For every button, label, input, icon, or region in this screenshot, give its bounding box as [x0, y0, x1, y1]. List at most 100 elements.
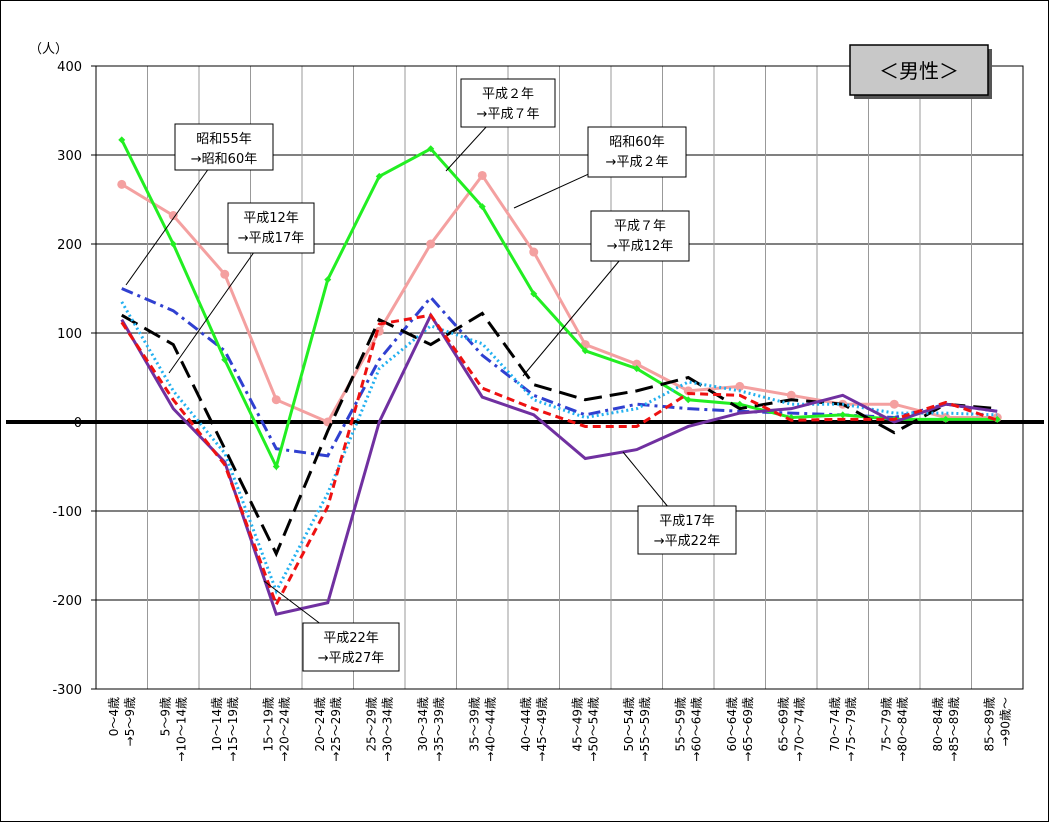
series-callout: 平成17年 →平成22年 [622, 451, 737, 555]
x-tick-label: 5～9歳 →10～14歳 [158, 697, 188, 762]
x-tick-label-line2: →55～59歳 [638, 697, 652, 762]
callout-box [174, 123, 274, 171]
plot-area [95, 65, 1024, 690]
x-tick-label: 80～84歳 →85～89歳 [931, 697, 961, 762]
series-line [120, 312, 998, 616]
x-tick-label-line1: 40～44歳 [519, 697, 533, 752]
x-tick-label-line1: 25～29歳 [364, 697, 378, 752]
x-tick-label-line2: →85～89歳 [947, 697, 961, 762]
callout-box [587, 126, 687, 178]
x-tick-label-line2: →60～64歳 [689, 697, 703, 762]
data-point [168, 211, 178, 221]
y-tick-label: 200 [57, 238, 82, 253]
data-point [271, 395, 281, 405]
callout-leader [522, 260, 620, 377]
callout-leader [445, 126, 487, 172]
callout-leader [513, 173, 589, 209]
data-point [220, 269, 230, 279]
x-tick-label: 65～69歳 →70～74歳 [776, 697, 806, 762]
x-tick-label-line2: →25～29歳 [329, 697, 343, 762]
x-tick-label-line2: →5～9歳 [123, 697, 137, 746]
series-label: 昭和55年 [196, 132, 252, 147]
x-tick-label-line1: 5～9歳 [158, 697, 172, 736]
x-tick-label-line2: →30～34歳 [380, 697, 394, 762]
x-tick-label: 60～64歳 →65～69歳 [725, 697, 755, 762]
series-label: →平成17年 [238, 231, 304, 246]
legend-title: ＜男性＞ [879, 59, 959, 83]
series-line [120, 139, 998, 471]
series-line [120, 301, 998, 595]
callout-box [460, 78, 556, 128]
x-tick-label-line1: 55～59歳 [673, 697, 687, 752]
callout-box [227, 202, 315, 254]
y-tick-label: -300 [52, 683, 82, 698]
x-tick-label-line1: 80～84歳 [931, 697, 945, 752]
data-point [117, 179, 127, 189]
x-tick-label: 50～54歳 →55～59歳 [622, 697, 652, 762]
x-tick-label: 25～29歳 →30～34歳 [364, 697, 394, 762]
series-6 [120, 313, 998, 609]
x-tick-label-line2: →80～84歳 [895, 697, 909, 762]
x-tick-label-line2: →15～19歳 [226, 697, 240, 762]
series-label: →平成７年 [477, 107, 540, 122]
x-tick-label-line1: 85～89歳 [982, 697, 996, 752]
series-callout: 昭和55年 →昭和60年 [125, 123, 274, 286]
x-tick-label-line1: 50～54歳 [622, 697, 636, 752]
x-tick-label: 20～24歳 →25～29歳 [313, 697, 343, 762]
callout-box [302, 622, 400, 672]
x-tick-label: 55～59歳 →60～64歳 [673, 697, 703, 762]
x-tick-label-line1: 15～19歳 [261, 697, 275, 752]
x-tick-label-line2: →65～69歳 [741, 697, 755, 762]
x-tick-label-line2: →40～44歳 [483, 697, 497, 762]
data-point [324, 276, 332, 284]
x-tick-label: 15～19歳 →20～24歳 [261, 697, 291, 762]
x-tick-label-line1: 70～74歳 [828, 697, 842, 752]
series-label: 平成２年 [482, 87, 534, 102]
series-label: 平成７年 [614, 219, 666, 234]
series-label: 昭和60年 [609, 135, 665, 150]
x-tick-label-line1: 75～79歳 [879, 697, 893, 752]
x-tick-label: 30～34歳 →35～39歳 [416, 697, 446, 762]
series-5 [120, 312, 998, 616]
y-tick-label: -200 [52, 594, 82, 609]
x-tick-label-line2: →45～49歳 [535, 697, 549, 762]
x-tick-label-line1: 30～34歳 [416, 697, 430, 752]
x-tick-label: 0～4歳 →5～9歳 [107, 697, 137, 746]
y-tick-label: 100 [57, 327, 82, 342]
x-tick-label: 35～39歳 →40～44歳 [467, 697, 497, 762]
series-label: →昭和60年 [191, 152, 257, 167]
series-layer [117, 136, 1002, 616]
data-point [169, 240, 177, 248]
y-tick-label: -100 [52, 505, 82, 520]
series-4 [120, 301, 998, 595]
y-axis-unit-label: （人） [29, 42, 68, 57]
series-line [121, 287, 998, 458]
series-callout: 平成２年 →平成７年 [445, 78, 556, 172]
data-point [889, 399, 899, 409]
x-tick-label-line1: 10～14歳 [210, 697, 224, 752]
data-point [118, 136, 126, 144]
series-label: →平成２年 [606, 155, 669, 170]
x-tick-label-line1: 45～49歳 [570, 697, 584, 752]
callout-box [637, 505, 737, 555]
series-label: →平成12年 [607, 239, 673, 254]
series-callout: 昭和60年 →平成２年 [513, 126, 687, 209]
x-tick-label-line2: →50～54歳 [586, 697, 600, 762]
x-tick-label-line2: →20～24歳 [277, 697, 291, 762]
series-callout: 平成７年 →平成12年 [522, 210, 690, 377]
x-tick-label: 10～14歳 →15～19歳 [210, 697, 240, 762]
data-point [530, 290, 538, 298]
series-label: 平成12年 [243, 211, 299, 226]
callout-leader [263, 580, 320, 624]
x-tick-label: 70～74歳 →75～79歳 [828, 697, 858, 762]
x-tick-label-line1: 35～39歳 [467, 697, 481, 752]
x-tick-label: 75～79歳 →80～84歳 [879, 697, 909, 762]
data-point [375, 172, 383, 180]
x-tick-label-line1: 65～69歳 [776, 697, 790, 752]
x-tick-label: 45～49歳 →50～54歳 [570, 697, 600, 762]
data-point [272, 463, 280, 470]
data-point [684, 396, 692, 404]
series-label: 平成17年 [659, 514, 715, 529]
x-tick-label-line2: →75～79歳 [844, 697, 858, 762]
